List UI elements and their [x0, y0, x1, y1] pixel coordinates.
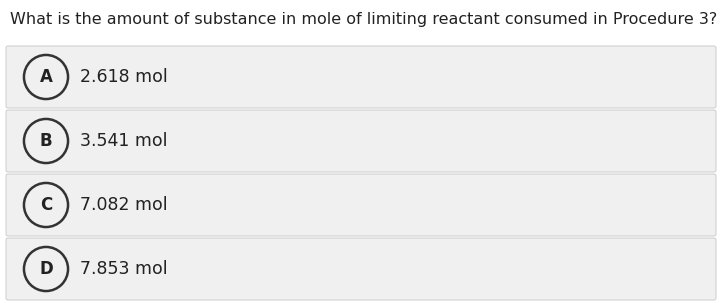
- Text: C: C: [40, 196, 52, 214]
- Text: 3.541 mol: 3.541 mol: [80, 132, 168, 150]
- Text: What is the amount of substance in mole of limiting reactant consumed in Procedu: What is the amount of substance in mole …: [10, 12, 717, 27]
- FancyBboxPatch shape: [6, 110, 716, 172]
- Ellipse shape: [24, 247, 68, 291]
- Ellipse shape: [24, 119, 68, 163]
- Text: 7.853 mol: 7.853 mol: [80, 260, 168, 278]
- Text: B: B: [40, 132, 52, 150]
- FancyBboxPatch shape: [6, 174, 716, 236]
- Text: D: D: [39, 260, 53, 278]
- Ellipse shape: [24, 55, 68, 99]
- Text: 7.082 mol: 7.082 mol: [80, 196, 168, 214]
- FancyBboxPatch shape: [6, 238, 716, 300]
- FancyBboxPatch shape: [6, 46, 716, 108]
- Text: A: A: [40, 68, 53, 86]
- Text: 2.618 mol: 2.618 mol: [80, 68, 168, 86]
- Ellipse shape: [24, 183, 68, 227]
